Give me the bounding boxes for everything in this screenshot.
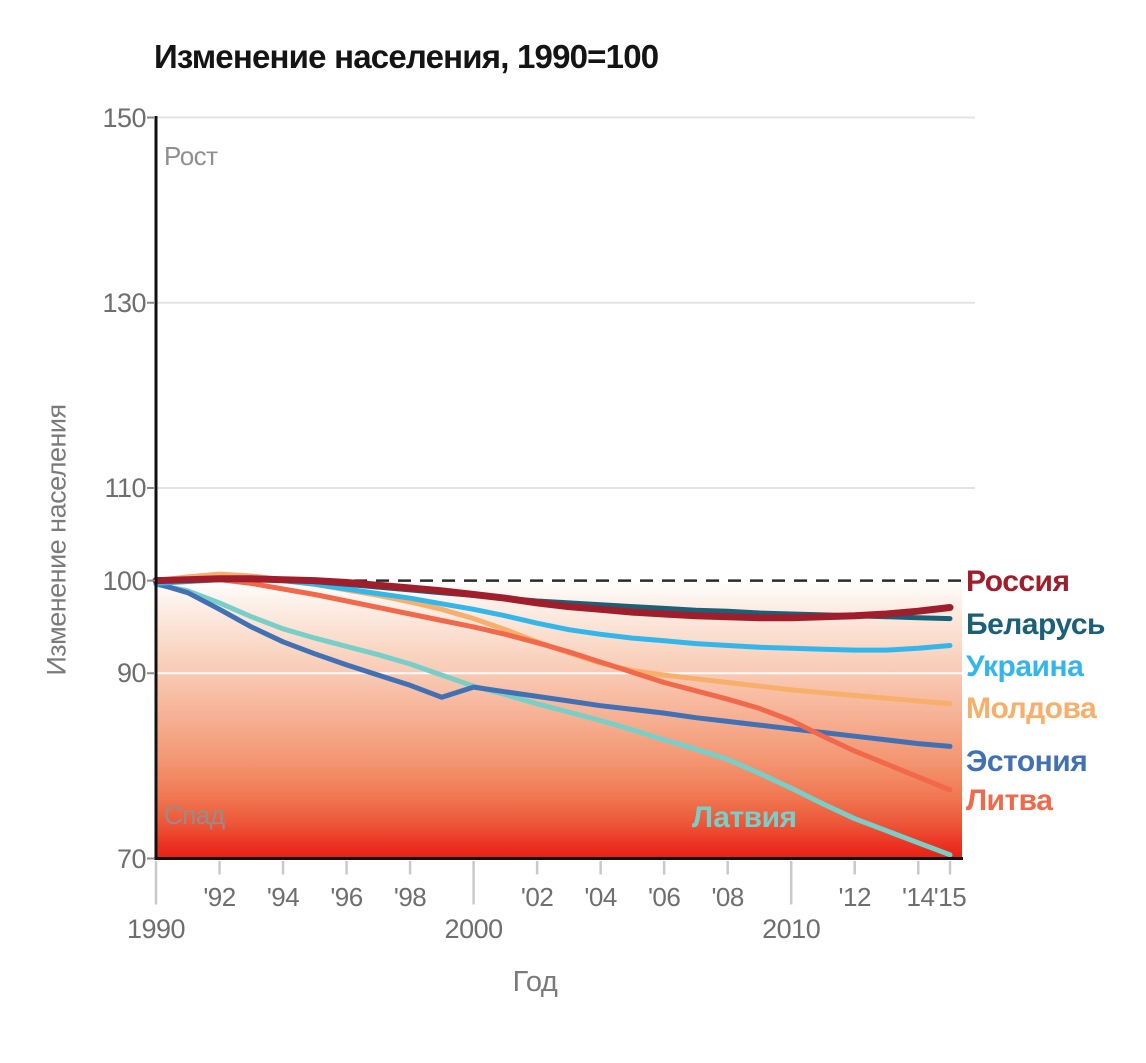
legend-label-belarus: Беларусь: [966, 608, 1105, 641]
legend-label-ukraine: Украина: [966, 650, 1084, 683]
y-tick-label-100: 100: [102, 565, 146, 596]
x-tick-label-2014: '14: [902, 882, 935, 912]
y-tick-label-150: 150: [102, 102, 146, 133]
y-tick-label-110: 110: [104, 473, 146, 503]
x-tick-label-1998: '98: [393, 882, 427, 912]
series-inline-label-latvia: Латвия: [692, 801, 797, 834]
legend-label-moldova: Молдова: [966, 692, 1097, 725]
legend-label-estonia: Эстония: [966, 745, 1088, 778]
x-tick-label-2004: '04: [584, 882, 617, 912]
growth-zone-label: Рост: [164, 141, 218, 171]
series-line-russia: [152, 575, 954, 622]
x-tick-label-1990: 1990: [126, 914, 186, 944]
x-tick-label-2012: '12: [838, 882, 872, 912]
chart-title: Изменение населения, 1990=100: [154, 38, 659, 75]
series-line-latvia: [153, 581, 953, 858]
x-tick-label-2015: '15: [933, 882, 967, 912]
x-tick-label-1992: '92: [203, 882, 236, 912]
x-tick-label-1996: '96: [330, 882, 363, 912]
y-axis-title: Изменение населения: [41, 404, 72, 676]
legend-label-russia: Россия: [966, 565, 1070, 598]
decline-gradient-area: [157, 580, 962, 857]
series-line-lithuania: [153, 577, 953, 793]
x-axis-title: Год: [512, 966, 558, 998]
decline-zone-label: Спад: [164, 800, 225, 830]
y-tick-label-130: 130: [102, 287, 146, 318]
y-tick-label-90: 90: [116, 658, 147, 689]
x-tick-label-2002: '02: [520, 882, 554, 912]
x-tick-label-2010: 2010: [762, 914, 821, 944]
x-tick-label-2000: 2000: [444, 914, 504, 944]
x-tick-label-2006: '06: [647, 882, 681, 912]
y-tick-label-70: 70: [116, 843, 147, 874]
x-tick-label-2008: '08: [711, 882, 744, 912]
x-tick-label-1994: '94: [266, 882, 300, 912]
legend-label-lithuania: Литва: [966, 784, 1053, 817]
